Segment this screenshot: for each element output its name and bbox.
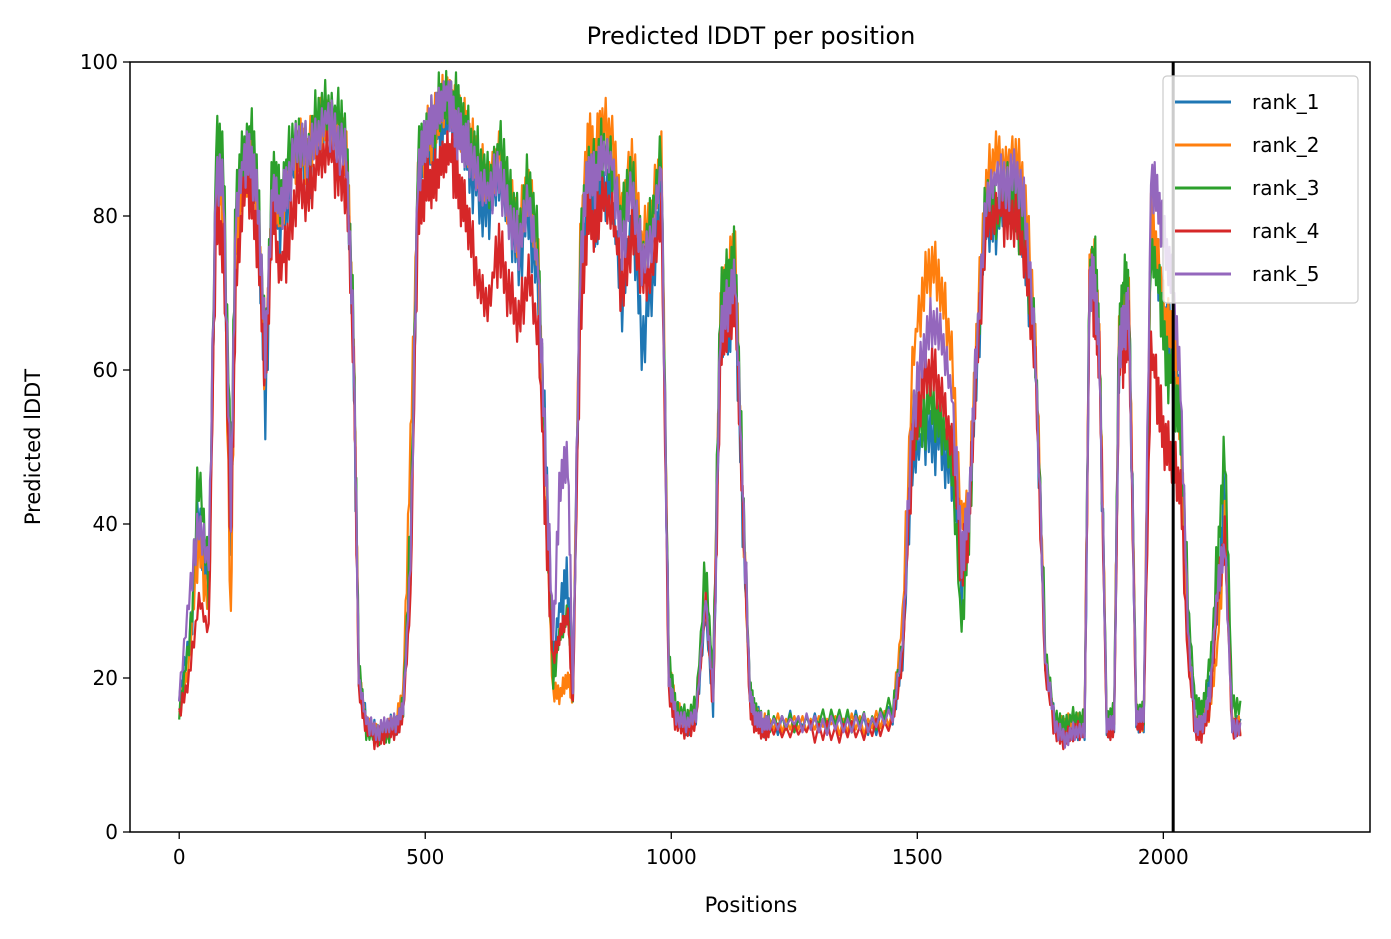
chart-title: Predicted lDDT per position (587, 22, 916, 50)
series-line-rank-5 (178, 80, 1242, 749)
y-axis: 0 20 40 60 80 100 (80, 50, 130, 844)
legend: rank_1 rank_2 rank_3 rank_4 rank_5 (1162, 75, 1359, 304)
x-tick-label: 1500 (892, 845, 943, 869)
legend-label-rank-4: rank_4 (1252, 219, 1319, 243)
legend-label-rank-5: rank_5 (1252, 262, 1319, 286)
axes-frame (129, 61, 1371, 833)
y-tick-label: 20 (93, 666, 118, 690)
x-axis: 0 500 1000 1500 2000 (173, 832, 1189, 869)
legend-label-rank-3: rank_3 (1252, 176, 1319, 200)
x-axis-label: Positions (705, 893, 798, 917)
x-tick-label: 2000 (1138, 845, 1189, 869)
y-tick-label: 60 (93, 358, 118, 382)
y-axis-label: Predicted lDDT (21, 369, 45, 525)
legend-label-rank-1: rank_1 (1252, 90, 1319, 114)
legend-box (1162, 75, 1359, 304)
x-tick-label: 1000 (646, 845, 697, 869)
y-tick-label: 80 (93, 204, 118, 228)
y-tick-label: 40 (93, 512, 118, 536)
x-tick-label: 500 (406, 845, 444, 869)
y-tick-label: 0 (105, 820, 118, 844)
x-tick-label: 0 (173, 845, 186, 869)
plot-area (178, 62, 1242, 832)
y-tick-label: 100 (80, 50, 118, 74)
legend-label-rank-2: rank_2 (1252, 133, 1319, 157)
